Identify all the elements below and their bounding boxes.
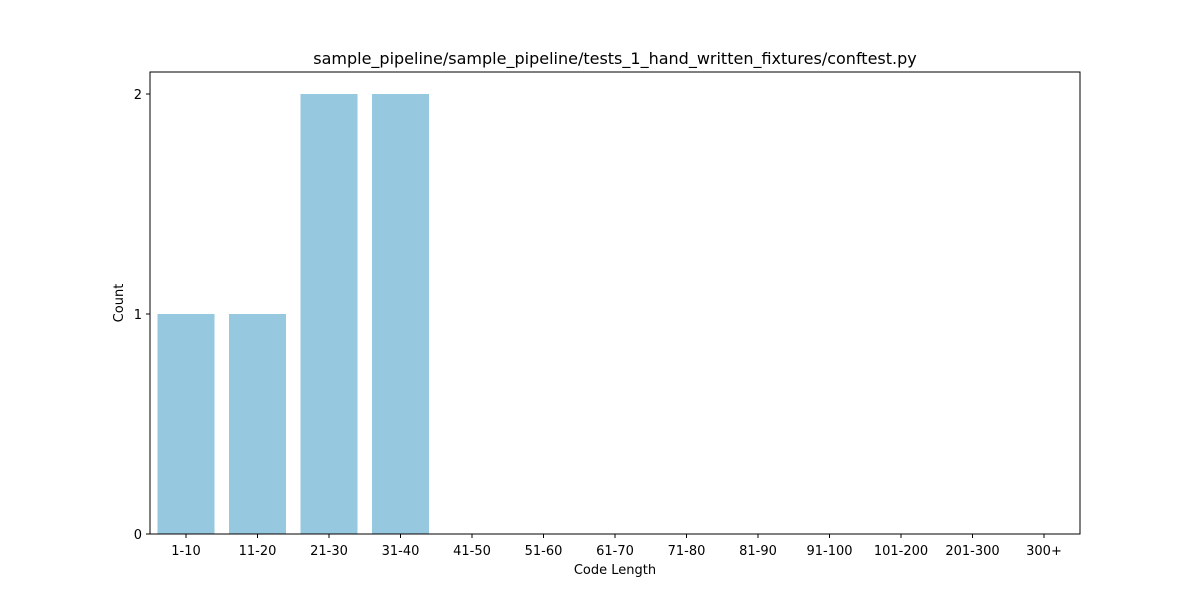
bar [372,94,429,534]
x-tick-label: 91-100 [806,544,852,559]
x-tick-label: 61-70 [596,544,634,559]
x-axis: 1-10 11-20 21-30 31-40 41-50 51-60 61-70 71-80 8… [171,534,1062,559]
x-tick-label: 51-60 [525,544,563,559]
plot-frame [149,71,1081,535]
x-tick-label: 31-40 [382,544,420,559]
chart-title: sample_pipeline/sample_pipeline/tests_1_… [313,49,916,69]
y-axis-label: Count [112,284,127,323]
bar [300,94,358,534]
x-tick-label: 101-200 [874,544,928,559]
bars-layer [157,94,429,534]
x-tick-label: 300+ [1026,544,1062,559]
y-tick-label: 1 [134,308,142,323]
x-tick-label: 41-50 [453,544,491,559]
x-tick-label: 11-20 [239,544,277,559]
x-tick-label: 21-30 [310,544,348,559]
x-tick-label: 71-80 [668,544,706,559]
x-axis-label: Code Length [574,563,656,578]
x-tick-label: 1-10 [171,544,201,559]
bar [229,314,286,534]
x-tick-label: 201-300 [945,544,999,559]
y-axis: 0 1 2 [134,88,150,543]
y-tick-label: 0 [134,528,142,543]
bar [157,314,215,534]
x-tick-label: 81-90 [739,544,777,559]
y-tick-label: 2 [134,88,142,103]
